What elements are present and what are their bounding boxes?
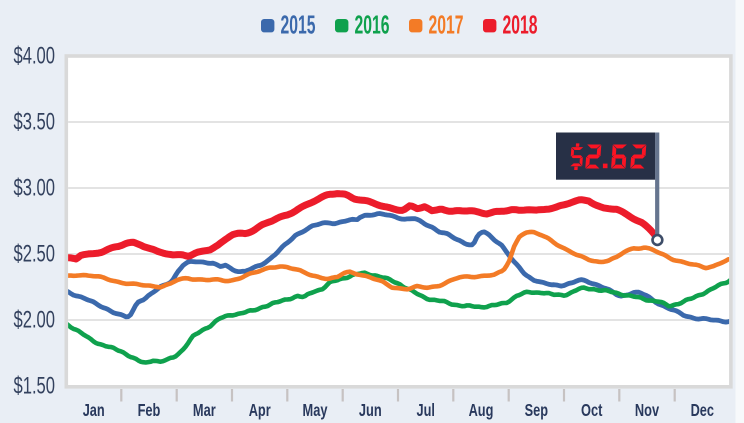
svg-text:Nov: Nov [635,400,659,420]
svg-text:2018: 2018 [503,12,538,40]
svg-text:Apr: Apr [249,400,271,420]
svg-text:$2.50: $2.50 [14,241,56,268]
svg-text:May: May [303,400,328,420]
svg-text:Dec: Dec [691,400,715,420]
svg-text:$2.00: $2.00 [14,307,56,334]
svg-text:2017: 2017 [429,12,464,40]
svg-text:$1.50: $1.50 [14,373,56,400]
svg-text:Jul: Jul [417,400,435,420]
svg-text:Sep: Sep [525,400,548,420]
svg-text:2016: 2016 [355,12,390,40]
svg-text:$3.00: $3.00 [14,175,56,202]
svg-text:Mar: Mar [193,400,216,420]
svg-text:Feb: Feb [138,400,161,420]
svg-text:Aug: Aug [469,400,494,420]
svg-text:2015: 2015 [281,12,316,40]
svg-text:Jun: Jun [359,400,382,420]
svg-text:$4.00: $4.00 [14,43,56,70]
svg-text:Jan: Jan [83,400,105,420]
svg-text:Oct: Oct [581,400,603,420]
svg-text:$3.50: $3.50 [14,109,56,136]
